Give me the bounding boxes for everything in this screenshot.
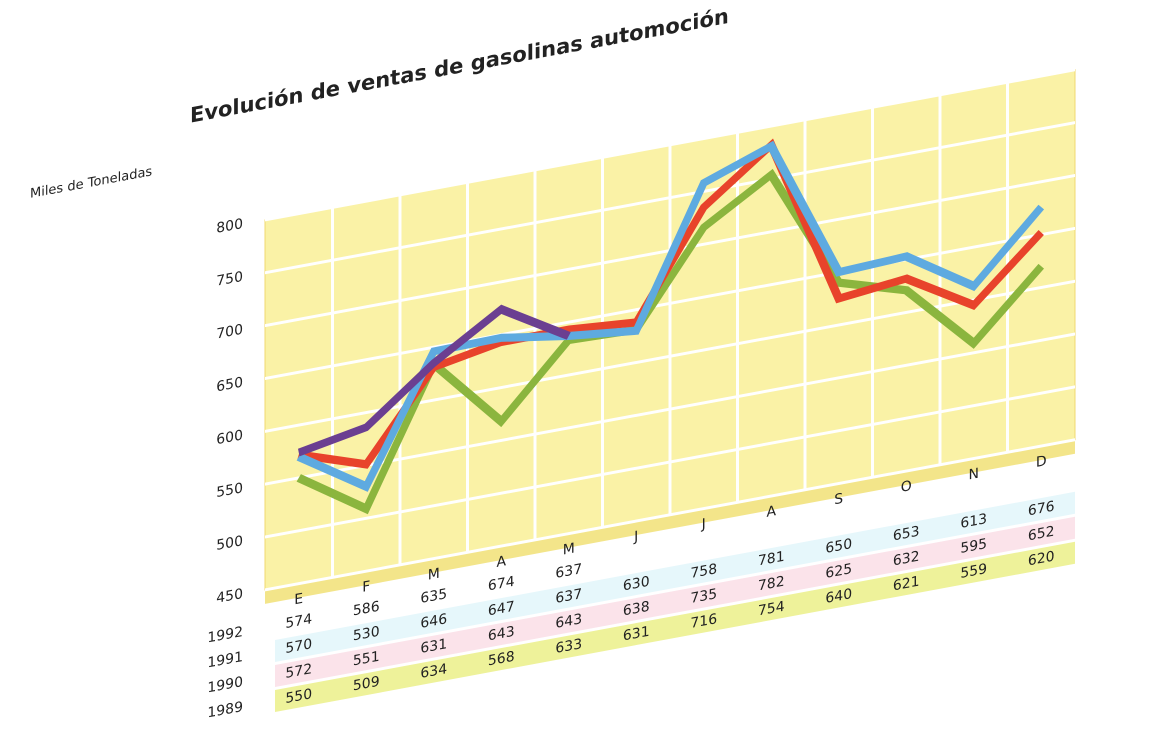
table-value: 647 <box>488 599 515 620</box>
table-value: 625 <box>825 561 852 582</box>
table-value: 572 <box>285 661 312 682</box>
y-tick-label: 700 <box>216 322 243 343</box>
table-value: 640 <box>825 586 852 607</box>
plot-group: Evolución de ventas de gasolinas automoc… <box>30 3 1076 721</box>
table-value: 646 <box>420 611 447 632</box>
table-value: 574 <box>285 611 312 632</box>
x-tick-label: N <box>969 466 979 484</box>
table-value: 638 <box>623 599 650 620</box>
table-value: 551 <box>353 649 380 670</box>
table-value: 631 <box>420 636 447 657</box>
table-value: 631 <box>623 624 650 645</box>
table-row-band <box>275 541 1075 713</box>
x-tick-label: O <box>901 478 912 496</box>
table-value: 570 <box>285 636 312 657</box>
table-value: 621 <box>893 574 920 595</box>
table-value: 782 <box>758 574 785 595</box>
y-tick-label: 650 <box>216 375 243 396</box>
table-value: 633 <box>555 636 582 657</box>
y-tick-label: 500 <box>216 533 243 554</box>
table-value: 559 <box>960 561 987 582</box>
x-tick-label: A <box>496 553 506 571</box>
x-tick-label: M <box>563 541 575 559</box>
x-tick-label: A <box>766 503 776 521</box>
table-value: 735 <box>690 586 717 607</box>
legend-label: 1989 <box>207 699 243 721</box>
x-tick-label: F <box>362 578 370 595</box>
table-value: 758 <box>690 561 717 582</box>
table-value: 653 <box>893 524 920 545</box>
table-value: 634 <box>420 661 447 682</box>
table-row-band <box>275 491 1075 663</box>
table-value: 716 <box>690 611 717 632</box>
y-tick-label: 800 <box>216 216 243 237</box>
y-tick-label: 550 <box>216 480 243 501</box>
table-value: 530 <box>353 624 380 645</box>
x-tick-label: E <box>294 591 303 609</box>
table-value: 632 <box>893 549 920 570</box>
legend-label: 1991 <box>207 649 243 671</box>
table-value: 550 <box>285 686 312 707</box>
table-row-band <box>275 466 1075 638</box>
x-tick-label: D <box>1036 453 1047 471</box>
series-line <box>298 304 571 457</box>
table-value: 643 <box>488 624 515 645</box>
table-value: 674 <box>488 574 515 595</box>
table-value: 509 <box>353 674 380 695</box>
panel-base <box>265 439 1075 604</box>
legend-label: 1992 <box>207 624 243 646</box>
legend-label: 1990 <box>207 674 243 696</box>
table-value: 630 <box>623 574 650 595</box>
table-value: 650 <box>825 536 852 557</box>
table-value: 652 <box>1028 524 1055 545</box>
x-tick-label: J <box>633 529 638 546</box>
table-value: 781 <box>758 549 785 570</box>
table-value: 635 <box>420 586 447 607</box>
table-row-band <box>275 516 1075 688</box>
table-value: 620 <box>1028 549 1055 570</box>
table-value: 595 <box>960 536 987 557</box>
x-tick-label: S <box>834 491 843 509</box>
table-value: 637 <box>555 561 582 582</box>
table-value: 586 <box>353 599 380 620</box>
table-value: 754 <box>758 599 785 620</box>
x-tick-label: J <box>701 516 706 533</box>
table-value: 637 <box>555 586 582 607</box>
y-tick-label: 600 <box>216 427 243 448</box>
table-value: 643 <box>555 611 582 632</box>
table-value: 613 <box>960 511 987 532</box>
y-tick-label: 750 <box>216 269 243 290</box>
x-tick-label: M <box>428 566 440 584</box>
table-value: 568 <box>488 649 515 670</box>
table-value: 676 <box>1028 499 1055 520</box>
y-tick-label: 450 <box>216 586 243 607</box>
